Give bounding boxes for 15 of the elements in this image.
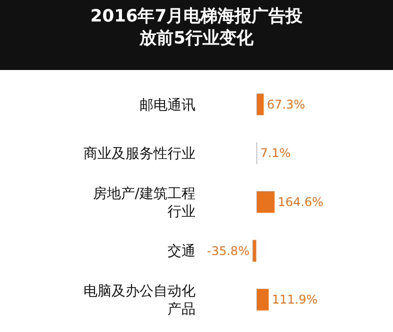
bar xyxy=(256,190,275,214)
chart-title: 2016年7月电梯海报广告投放前5行业变化 xyxy=(90,6,304,49)
y-tick-label: 电脑及办公自动化产品 xyxy=(84,283,196,318)
data-label: 7.1% xyxy=(260,146,291,160)
data-label: 67.3% xyxy=(266,97,306,112)
y-tick-label: 商业及服务性行业 xyxy=(84,146,196,162)
bar xyxy=(256,93,264,116)
bar xyxy=(256,288,270,311)
data-label: 111.9% xyxy=(272,292,318,307)
data-label: -35.8% xyxy=(207,244,250,258)
y-tick-label: 房地产/建筑工程行业 xyxy=(92,186,196,220)
y-tick-label: 邮电通讯 xyxy=(140,97,196,114)
bar xyxy=(252,240,257,262)
y-tick-label: 交通 xyxy=(168,244,196,260)
data-label: 164.6% xyxy=(278,195,324,209)
